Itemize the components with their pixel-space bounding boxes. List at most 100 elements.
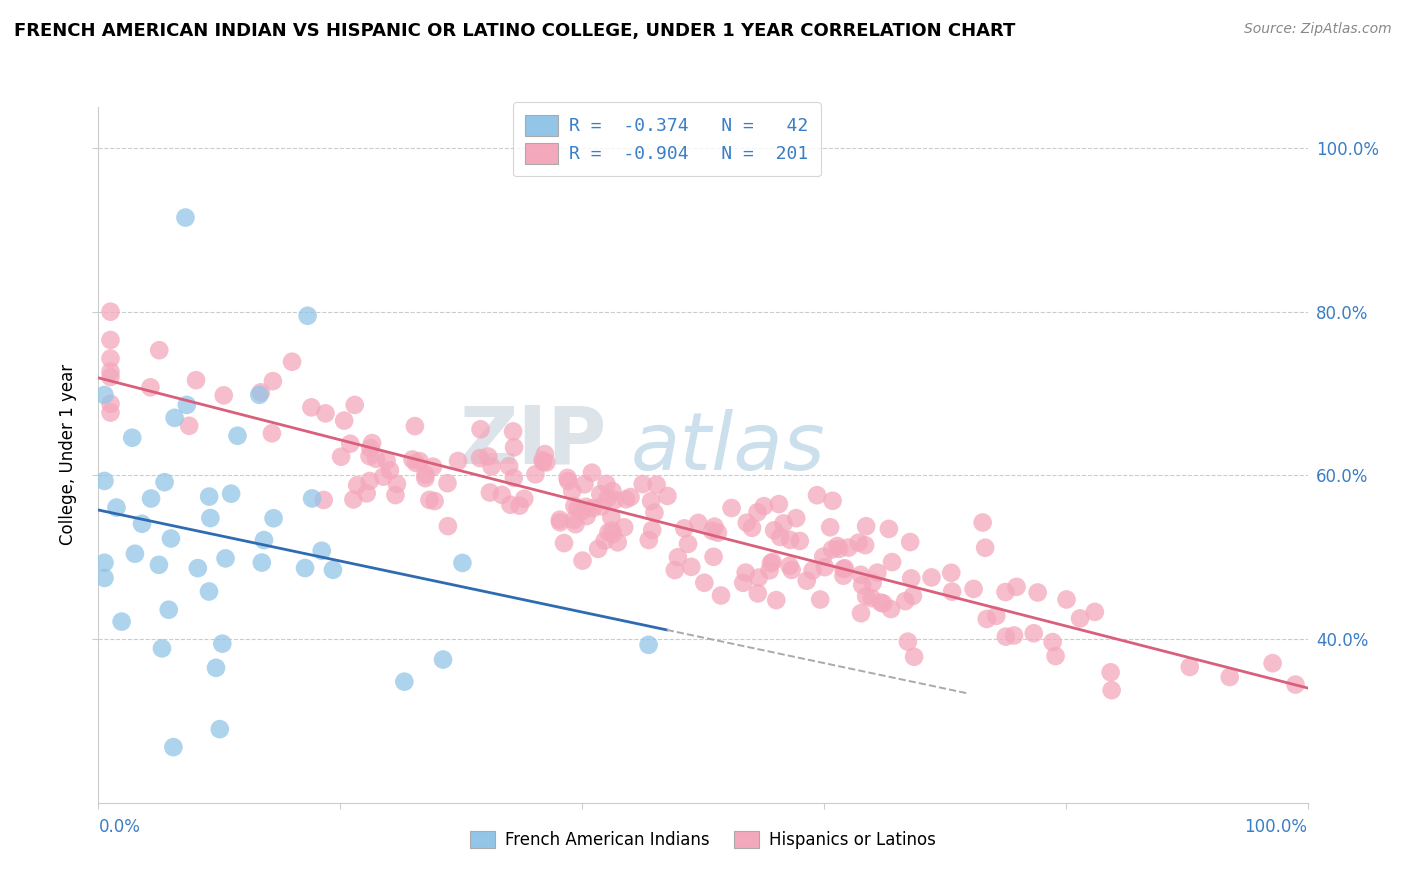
Point [593, 533, 616, 548]
Point [174, 211, 197, 225]
Point [894, 594, 917, 608]
Point [734, 566, 756, 580]
Point [688, 516, 710, 530]
Point [524, 467, 547, 482]
Point [491, 488, 513, 502]
Point [356, 486, 378, 500]
Point [681, 560, 703, 574]
Point [160, 532, 183, 546]
Point [373, 469, 395, 483]
Point [226, 429, 249, 443]
Point [789, 533, 811, 548]
Point [100, 370, 122, 384]
Point [640, 494, 662, 508]
Point [212, 388, 235, 402]
Point [962, 582, 984, 596]
Point [986, 608, 1008, 623]
Point [1099, 665, 1122, 680]
Point [299, 401, 322, 415]
Point [375, 453, 398, 467]
Point [827, 539, 849, 553]
Point [747, 586, 769, 600]
Point [394, 674, 416, 689]
Point [415, 467, 437, 482]
Point [105, 500, 128, 515]
Point [855, 519, 877, 533]
Point [478, 485, 501, 500]
Point [564, 499, 586, 513]
Point [735, 516, 758, 530]
Point [359, 474, 381, 488]
Point [139, 380, 162, 394]
Point [470, 422, 492, 436]
Point [401, 452, 423, 467]
Point [772, 516, 794, 531]
Point [200, 511, 222, 525]
Point [862, 575, 884, 590]
Point [571, 504, 593, 518]
Point [779, 533, 801, 547]
Point [1284, 677, 1306, 691]
Point [93, 571, 115, 585]
Point [314, 406, 336, 420]
Point [1002, 628, 1025, 642]
Point [339, 436, 361, 450]
Point [404, 419, 426, 434]
Point [214, 551, 236, 566]
Point [741, 521, 763, 535]
Point [702, 524, 724, 538]
Point [808, 592, 831, 607]
Point [548, 513, 571, 527]
Point [747, 505, 769, 519]
Point [761, 555, 783, 569]
Point [707, 525, 730, 540]
Point [100, 304, 122, 318]
Point [900, 571, 922, 585]
Point [451, 556, 474, 570]
Point [595, 476, 617, 491]
Point [359, 441, 381, 455]
Point [763, 523, 786, 537]
Point [219, 486, 242, 500]
Point [498, 459, 520, 474]
Point [548, 516, 571, 530]
Point [208, 722, 231, 736]
Point [596, 491, 619, 506]
Point [297, 309, 319, 323]
Point [531, 453, 554, 467]
Point [100, 406, 122, 420]
Point [877, 522, 900, 536]
Text: ZIP: ZIP [458, 402, 606, 480]
Point [1101, 683, 1123, 698]
Point [361, 436, 384, 450]
Point [531, 455, 554, 469]
Point [179, 418, 201, 433]
Point [921, 570, 943, 584]
Point [801, 564, 824, 578]
Point [481, 459, 503, 474]
Point [157, 603, 180, 617]
Point [574, 477, 596, 491]
Point [432, 652, 454, 666]
Point [477, 450, 499, 464]
Point [301, 491, 323, 506]
Point [582, 501, 605, 516]
Point [880, 602, 903, 616]
Point [765, 593, 787, 607]
Point [263, 511, 285, 525]
Point [901, 589, 924, 603]
Point [385, 477, 408, 491]
Point [437, 519, 460, 533]
Point [769, 530, 792, 544]
Point [880, 555, 903, 569]
Point [502, 425, 524, 439]
Point [598, 525, 620, 540]
Legend: French American Indians, Hispanics or Latinos: French American Indians, Hispanics or La… [461, 822, 945, 857]
Point [606, 535, 628, 549]
Point [100, 397, 122, 411]
Point [1042, 635, 1064, 649]
Point [163, 410, 186, 425]
Point [93, 474, 115, 488]
Point [100, 351, 122, 366]
Point [849, 606, 872, 620]
